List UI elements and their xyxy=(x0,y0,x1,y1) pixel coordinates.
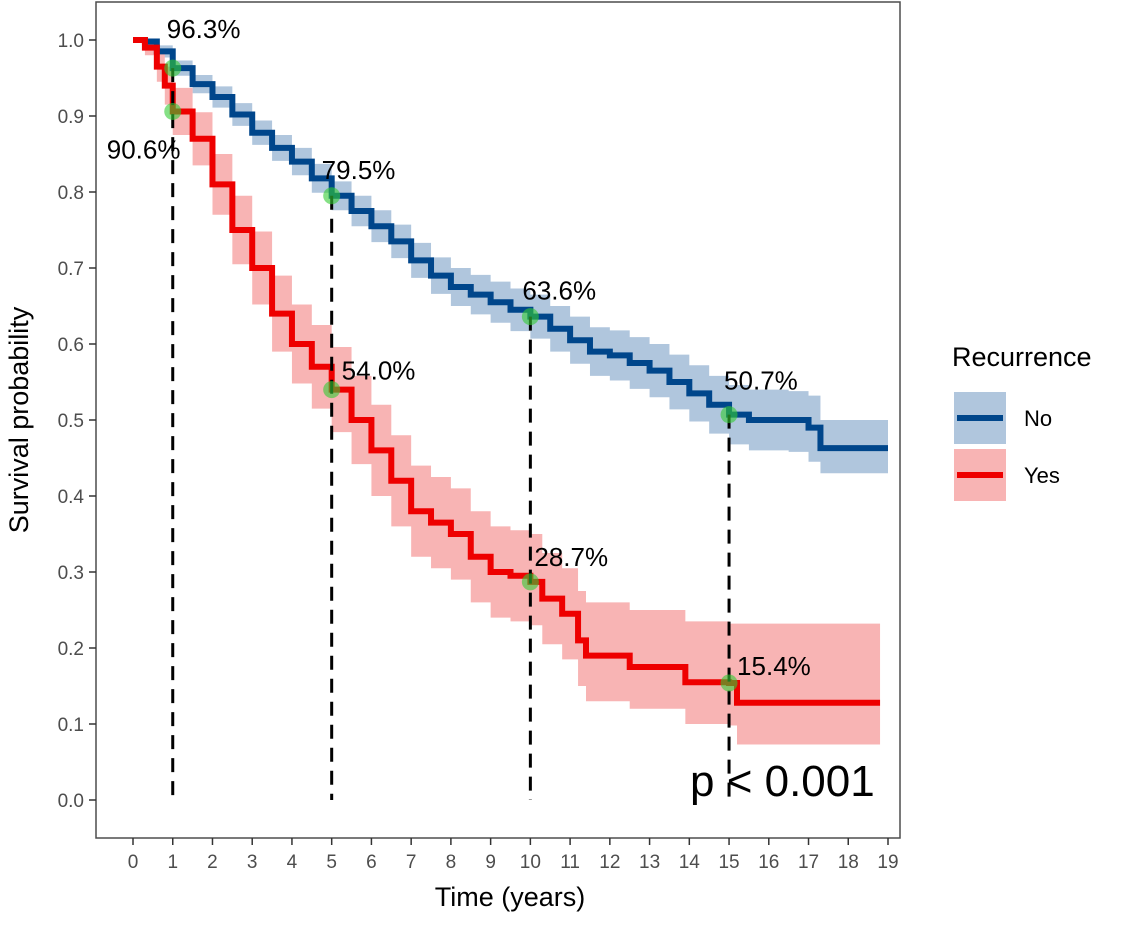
landmark-marker xyxy=(323,381,341,399)
y-tick-label: 0.4 xyxy=(58,487,85,508)
x-tick-label: 19 xyxy=(877,852,898,873)
y-tick-label: 1.0 xyxy=(58,31,84,52)
legend-label: Yes xyxy=(1024,463,1060,488)
x-tick-label: 11 xyxy=(560,852,580,873)
x-tick-label: 17 xyxy=(798,852,819,873)
landmark-marker xyxy=(720,406,738,424)
x-tick-label: 7 xyxy=(406,852,417,873)
x-tick-label: 13 xyxy=(639,852,660,873)
landmark-label: 28.7% xyxy=(534,542,608,572)
legend-label: No xyxy=(1024,406,1052,431)
p-value: p < 0.001 xyxy=(690,757,875,806)
landmark-marker xyxy=(521,308,539,326)
x-tick-label: 3 xyxy=(247,852,258,873)
x-tick-label: 1 xyxy=(167,852,178,873)
landmark-label: 50.7% xyxy=(724,366,798,396)
confidence-band-yes xyxy=(133,40,881,745)
landmark-marker xyxy=(323,187,341,205)
y-tick-label: 0.0 xyxy=(58,791,84,812)
y-tick-label: 0.7 xyxy=(58,259,84,280)
y-tick-label: 0.1 xyxy=(58,715,84,736)
landmark-label: 90.6% xyxy=(107,134,181,164)
landmark-marker xyxy=(521,573,539,591)
y-axis: 0.0 0.1 0.2 0.3 0.4 0.5 0.6 0.7 0.8 0.9 1.0 xyxy=(58,31,96,812)
landmark-marker xyxy=(720,674,738,692)
y-tick-label: 0.2 xyxy=(58,639,84,660)
x-tick-label: 16 xyxy=(758,852,779,873)
x-tick-label: 0 xyxy=(128,852,139,873)
x-tick-label: 5 xyxy=(326,852,337,873)
y-axis-title: Survival probability xyxy=(4,306,34,533)
x-tick-label: 12 xyxy=(599,852,620,873)
x-tick-label: 15 xyxy=(718,852,739,873)
y-tick-label: 0.8 xyxy=(58,183,84,204)
landmark-label: 15.4% xyxy=(737,651,811,681)
x-tick-label: 9 xyxy=(485,852,496,873)
landmark-marker xyxy=(164,102,182,120)
x-tick-label: 10 xyxy=(520,852,541,873)
x-tick-label: 6 xyxy=(366,852,377,873)
x-tick-label: 18 xyxy=(838,852,859,873)
landmark-label: 54.0% xyxy=(342,356,416,386)
x-tick-label: 4 xyxy=(287,852,298,873)
legend: Recurrence No Yes xyxy=(952,342,1092,501)
landmark-marker xyxy=(164,59,182,77)
x-tick-label: 2 xyxy=(207,852,218,873)
landmark-label: 96.3% xyxy=(167,14,241,44)
y-tick-label: 0.5 xyxy=(58,411,84,432)
landmark-label: 63.6% xyxy=(522,276,596,306)
survival-curve-yes xyxy=(133,37,881,706)
x-axis-title: Time (years) xyxy=(435,882,586,912)
legend-title: Recurrence xyxy=(952,342,1092,372)
y-tick-label: 0.3 xyxy=(58,563,84,584)
x-axis: 0 1 2 3 4 5 6 7 8 9 10 11 12 13 14 15 16 17 18 19 xyxy=(128,838,899,873)
survival-curves xyxy=(133,37,888,706)
x-tick-label: 8 xyxy=(446,852,457,873)
y-tick-label: 0.9 xyxy=(58,107,84,128)
landmark-markers: 96.3% 90.6% 79.5% 54.0% 63.6% 28.7% 50.7% 15.4% xyxy=(107,14,811,692)
survival-curve-no xyxy=(133,37,888,452)
x-tick-label: 14 xyxy=(679,852,701,873)
landmark-label: 79.5% xyxy=(322,155,396,185)
landmark-lines xyxy=(171,68,731,800)
y-tick-label: 0.6 xyxy=(58,335,84,356)
